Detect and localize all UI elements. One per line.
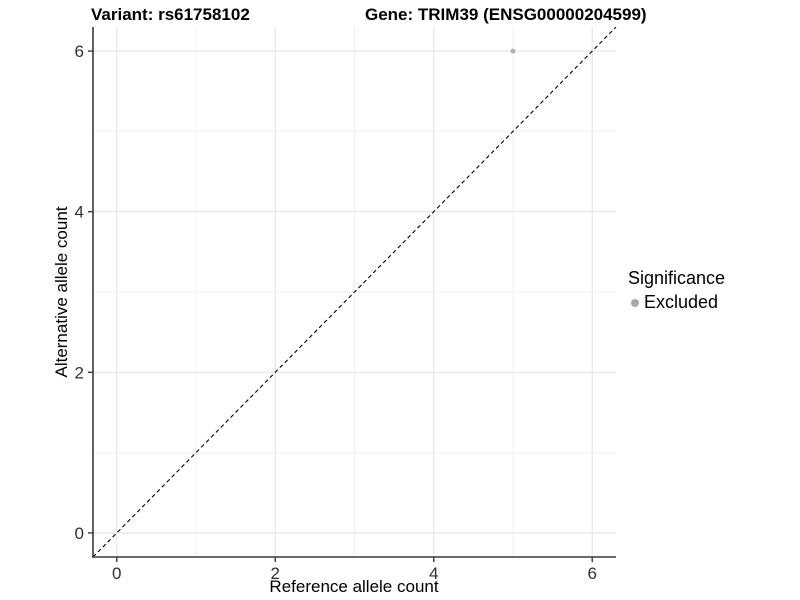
y-tick-label: 4 bbox=[75, 203, 84, 222]
x-axis-title: Reference allele count bbox=[269, 577, 439, 596]
data-point bbox=[510, 48, 516, 54]
x-tick-label: 6 bbox=[587, 564, 596, 583]
plot-title-variant: Variant: rs61758102 bbox=[91, 5, 250, 24]
x-tick-label: 2 bbox=[271, 564, 280, 583]
x-tick-label: 0 bbox=[112, 564, 121, 583]
y-tick-label: 2 bbox=[75, 363, 84, 382]
legend-item-label: Excluded bbox=[644, 292, 719, 312]
y-tick-label: 0 bbox=[75, 524, 84, 543]
legend-item-excluded: Excluded bbox=[628, 292, 725, 313]
identity-line bbox=[92, 26, 617, 558]
plot-title-gene: Gene: TRIM39 (ENSG00000204599) bbox=[365, 5, 647, 24]
legend-marker-circle-icon bbox=[631, 298, 639, 307]
legend: Significance Excluded bbox=[628, 268, 725, 313]
legend-title: Significance bbox=[628, 268, 726, 288]
y-tick-label: 6 bbox=[75, 42, 84, 61]
y-axis-title: Alternative allele count bbox=[52, 206, 71, 378]
x-tick-label: 4 bbox=[429, 564, 438, 583]
